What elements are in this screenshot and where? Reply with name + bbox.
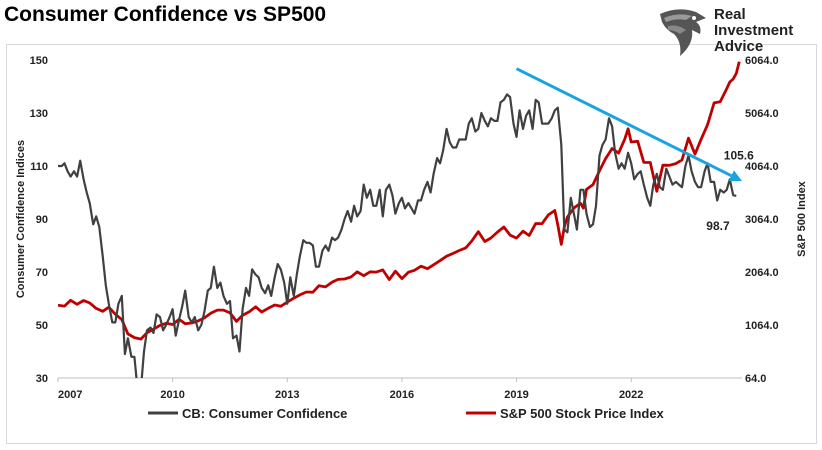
callout-label-98-7: 98.7 — [706, 219, 730, 233]
legend-label-sp500: S&P 500 Stock Price Index — [500, 406, 665, 421]
trend-arrow-head — [728, 170, 742, 182]
right-axis-title: S&P 500 Index — [796, 180, 808, 256]
x-tick-label: 2019 — [504, 389, 528, 401]
right-tick-label: 6064.0 — [745, 55, 779, 67]
callout-label-105-6: 105.6 — [724, 149, 754, 163]
left-axis-title: Consumer Confidence Indices — [15, 140, 27, 298]
right-tick-label: 64.0 — [745, 373, 766, 385]
brand-line-1: Real — [714, 6, 746, 23]
series-line-confidence — [58, 93, 737, 378]
series-layer — [58, 61, 741, 378]
left-tick-label: 50 — [36, 320, 48, 332]
brand-name: Real Investment Advice — [714, 7, 793, 55]
right-tick-label: 1064.0 — [745, 320, 779, 332]
legend: CB: Consumer Confidence S&P 500 Stock Pr… — [148, 406, 665, 421]
right-tick-label: 2064.0 — [745, 267, 779, 279]
left-tick-label: 90 — [36, 214, 48, 226]
brand-line-2: Investment — [714, 22, 794, 39]
left-tick-label: 130 — [30, 108, 48, 120]
x-tick-label: 2016 — [390, 389, 414, 401]
left-tick-label: 30 — [36, 373, 48, 385]
left-axis-ticks: 30 50 70 90 110 130 150 — [30, 55, 48, 385]
legend-label-confidence: CB: Consumer Confidence — [182, 406, 347, 421]
x-axis-ticks: 2007 2010 2013 2016 2019 2022 — [57, 378, 643, 401]
left-tick-label: 150 — [30, 55, 48, 67]
series-line-sp500 — [58, 61, 741, 341]
right-tick-label: 4064.0 — [745, 161, 779, 173]
callout-layer: 105.6 98.7 — [706, 149, 754, 233]
right-tick-label: 3064.0 — [745, 214, 779, 226]
brand-logo: Real Investment Advice — [656, 4, 816, 60]
x-tick-label: 2013 — [275, 389, 299, 401]
right-tick-label: 5064.0 — [745, 108, 779, 120]
eagle-head-icon — [660, 9, 706, 56]
trend-arrow-layer — [515, 67, 742, 182]
left-tick-label: 110 — [30, 161, 48, 173]
brand-line-3: Advice — [714, 38, 764, 55]
page-title: Consumer Confidence vs SP500 — [4, 3, 327, 26]
trend-arrow-shaft — [515, 67, 732, 178]
right-axis-ticks: 64.0 1064.0 2064.0 3064.0 4064.0 5064.0 6064.0 — [745, 55, 779, 385]
left-tick-label: 70 — [36, 267, 48, 279]
x-tick-label: 2007 — [58, 389, 82, 401]
x-tick-label: 2022 — [619, 389, 643, 401]
chart-frame — [6, 44, 817, 444]
x-tick-label: 2010 — [160, 389, 184, 401]
